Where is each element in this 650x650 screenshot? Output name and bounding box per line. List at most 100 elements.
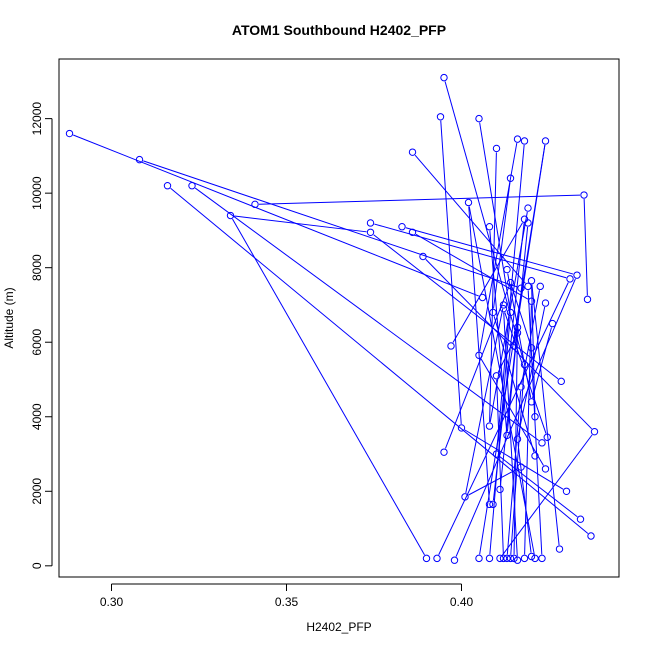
data-point [506, 278, 515, 287]
data-point [520, 554, 529, 563]
series-line-segment [468, 206, 535, 555]
data-point [506, 554, 515, 563]
series-line-segment [517, 306, 546, 436]
data-point [543, 433, 551, 441]
y-tick-label: 0 [30, 562, 44, 569]
data-point [510, 554, 518, 563]
data-point [557, 377, 565, 386]
series-line-segment [492, 223, 525, 501]
data-point [419, 252, 427, 261]
data-point [366, 219, 375, 227]
data-point [590, 427, 599, 436]
data-point [440, 73, 448, 82]
series-3 [163, 182, 595, 540]
data-point [548, 319, 557, 328]
series-line-segment [465, 308, 504, 494]
data-point [492, 144, 501, 153]
y-tick-label: 12000 [30, 102, 44, 136]
series-line-segment [504, 312, 547, 434]
y-axis: 0 2000 4000 6000 8000 10000 12000 [30, 102, 53, 569]
data-point [541, 137, 550, 145]
series-line-segment [468, 468, 518, 496]
series-line-segment [501, 434, 593, 556]
x-axis-label: H2402_PFP [306, 620, 371, 634]
data-point [447, 342, 455, 350]
series-line-segment [511, 286, 531, 345]
data-point [531, 554, 539, 563]
series-15 [475, 135, 550, 473]
series-line-segment [583, 199, 588, 296]
data-point [489, 500, 497, 509]
data-point [527, 552, 536, 561]
series-line-segment [232, 218, 425, 556]
data-point [566, 275, 574, 283]
series-line-segment [489, 316, 511, 555]
data-point [436, 113, 445, 121]
data-point [506, 174, 515, 182]
series-line-segment [496, 379, 504, 555]
series-line-segment [503, 312, 518, 557]
series-line-segment [479, 144, 546, 555]
data-point [527, 277, 536, 285]
data-point [583, 295, 592, 304]
data-point [576, 515, 585, 523]
series-line-segment [496, 144, 525, 451]
data-point [464, 198, 473, 207]
data-point [513, 329, 522, 337]
y-tick-label: 6000 [30, 329, 44, 356]
series-line-segment [506, 226, 529, 432]
data-point [587, 532, 595, 540]
data-point [496, 485, 504, 494]
series-line-segment [479, 142, 518, 352]
data-point [562, 487, 571, 495]
series-29 [475, 137, 550, 563]
data-point [450, 556, 459, 564]
series-line-segment [527, 290, 543, 555]
data-point [520, 215, 529, 223]
series-line-segment [194, 187, 540, 441]
data-point [457, 424, 466, 432]
data-point [524, 204, 532, 212]
series-line-segment [405, 227, 574, 275]
series-line-segment [489, 152, 497, 423]
series-line-segment [374, 223, 567, 279]
series-line-segment [258, 194, 581, 205]
chart-title: ATOM1 Southbound H2402_PFP [232, 22, 446, 38]
series-9 [408, 148, 546, 563]
series-line-segment [444, 81, 524, 361]
data-point [513, 556, 522, 564]
data-point [422, 554, 431, 563]
series-line-segment [531, 284, 560, 546]
data-point [517, 463, 525, 471]
data-point [499, 301, 508, 309]
data-point [251, 200, 259, 209]
plot-frame [58, 58, 620, 578]
series-line-segment [531, 284, 536, 413]
series-6 [366, 219, 574, 563]
data-point [163, 182, 172, 190]
series-line-segment [143, 160, 518, 288]
data-point [475, 554, 483, 563]
y-tick-label: 10000 [30, 176, 44, 210]
series-line-segment [468, 206, 490, 501]
y-tick-label: 8000 [30, 254, 44, 281]
data-point [440, 448, 448, 456]
data-point [496, 554, 504, 563]
series-4 [188, 182, 546, 447]
series-line-segment [493, 316, 535, 453]
x-axis: 0.30 0.35 0.40 [100, 583, 474, 609]
data-point [503, 554, 511, 563]
series-line-segment [532, 327, 552, 399]
series-line-segment [440, 120, 462, 424]
series-21 [440, 278, 536, 456]
series-line-segment [493, 182, 511, 309]
data-point [485, 422, 494, 430]
data-point [188, 182, 196, 190]
data-point [538, 554, 546, 563]
data-point [531, 452, 539, 460]
x-tick-label: 0.40 [450, 595, 474, 609]
data-point [433, 554, 441, 563]
series-line-segment [415, 233, 529, 300]
series-27 [503, 282, 544, 563]
series-28 [499, 304, 551, 564]
